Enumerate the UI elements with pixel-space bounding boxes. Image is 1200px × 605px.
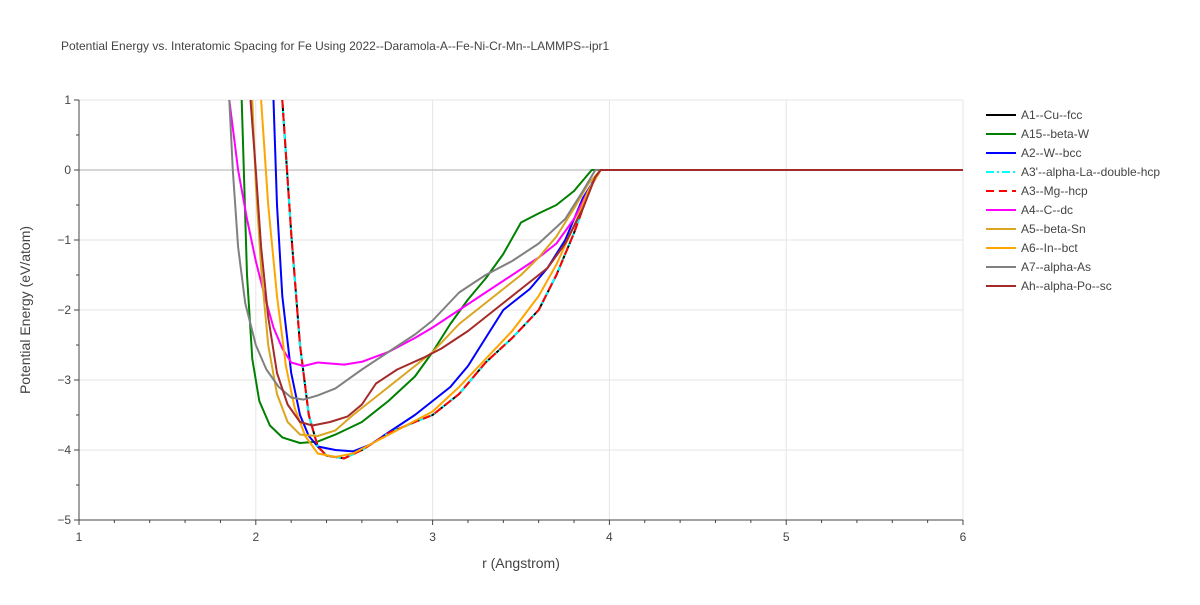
grid-lines bbox=[79, 99, 964, 520]
legend-label: Ah--alpha-Po--sc bbox=[1021, 279, 1112, 293]
x-axis-title: r (Angstrom) bbox=[482, 555, 560, 571]
series-line bbox=[260, 100, 963, 458]
legend-item[interactable]: A2--W--bcc bbox=[986, 146, 1081, 160]
legend-item[interactable]: A7--alpha-As bbox=[986, 260, 1091, 274]
y-tick-label: −1 bbox=[57, 233, 71, 247]
legend-label: A1--Cu--fcc bbox=[1021, 108, 1082, 122]
series-line bbox=[272, 100, 963, 453]
legend-label: A3'--alpha-La--double-hcp bbox=[1021, 165, 1160, 179]
y-tick-label: −5 bbox=[57, 513, 71, 527]
y-tick-label: 0 bbox=[64, 163, 71, 177]
series-line bbox=[228, 100, 963, 401]
series-lines bbox=[228, 100, 963, 460]
x-tick-label: 2 bbox=[252, 530, 259, 544]
legend-item[interactable]: Ah--alpha-Po--sc bbox=[986, 279, 1112, 293]
x-tick-label: 3 bbox=[429, 530, 436, 544]
x-tick-label: 5 bbox=[783, 530, 790, 544]
legend-item[interactable]: A3--Mg--hcp bbox=[986, 184, 1088, 198]
legend-label: A2--W--bcc bbox=[1021, 146, 1081, 160]
chart-title: Potential Energy vs. Interatomic Spacing… bbox=[61, 39, 609, 53]
legend-label: A4--C--dc bbox=[1021, 203, 1073, 217]
legend[interactable]: A1--Cu--fcc A15--beta-W A2--W--bcc A3'--alp… bbox=[986, 108, 1160, 293]
legend-item[interactable]: A6--In--bct bbox=[986, 241, 1078, 255]
series-line bbox=[240, 100, 963, 444]
y-tick-label: −4 bbox=[57, 443, 71, 457]
legend-label: A3--Mg--hcp bbox=[1021, 184, 1088, 198]
legend-item[interactable]: A15--beta-W bbox=[986, 127, 1090, 141]
axes: 1 2 3 4 5 6 1 0 −1 −2 −3 −4 −5 bbox=[57, 93, 966, 544]
legend-label: A15--beta-W bbox=[1021, 127, 1090, 141]
x-tick-label: 4 bbox=[606, 530, 613, 544]
y-axis-title: Potential Energy (eV/atom) bbox=[17, 226, 33, 394]
legend-item[interactable]: A5--beta-Sn bbox=[986, 222, 1086, 236]
y-tick-label: −2 bbox=[57, 303, 71, 317]
series-line bbox=[249, 100, 963, 427]
y-tick-label: −3 bbox=[57, 373, 71, 387]
x-tick-label: 1 bbox=[76, 530, 83, 544]
legend-label: A7--alpha-As bbox=[1021, 260, 1091, 274]
legend-item[interactable]: A3'--alpha-La--double-hcp bbox=[986, 165, 1160, 179]
legend-item[interactable]: A4--C--dc bbox=[986, 203, 1073, 217]
legend-label: A6--In--bct bbox=[1021, 241, 1078, 255]
series-line bbox=[251, 100, 963, 437]
series-line bbox=[228, 100, 963, 367]
legend-label: A5--beta-Sn bbox=[1021, 222, 1086, 236]
x-tick-label: 6 bbox=[960, 530, 967, 544]
legend-item[interactable]: A1--Cu--fcc bbox=[986, 108, 1082, 122]
y-tick-label: 1 bbox=[64, 93, 71, 107]
